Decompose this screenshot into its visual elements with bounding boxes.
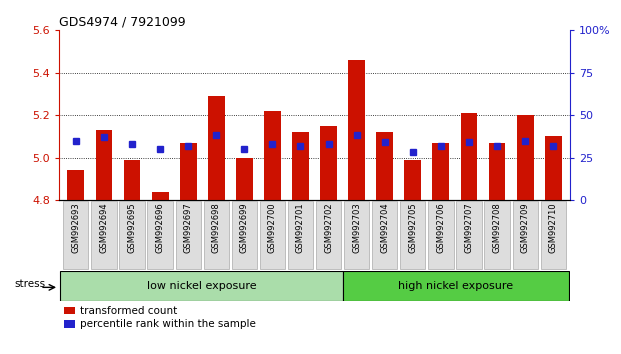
Bar xyxy=(343,271,569,301)
Text: GSM992702: GSM992702 xyxy=(324,202,333,253)
Bar xyxy=(376,132,393,200)
Text: GSM992696: GSM992696 xyxy=(156,202,165,253)
Bar xyxy=(236,158,253,200)
Bar xyxy=(428,201,453,269)
Bar xyxy=(60,271,343,301)
Bar xyxy=(372,201,397,269)
Bar xyxy=(91,201,117,269)
Bar xyxy=(204,201,229,269)
Bar xyxy=(512,201,538,269)
Text: GSM992700: GSM992700 xyxy=(268,202,277,253)
Text: GSM992697: GSM992697 xyxy=(184,202,193,253)
Text: GSM992710: GSM992710 xyxy=(549,202,558,253)
Text: GSM992699: GSM992699 xyxy=(240,202,249,253)
Text: GSM992695: GSM992695 xyxy=(127,202,137,253)
Bar xyxy=(404,160,421,200)
Bar xyxy=(152,192,168,200)
Bar xyxy=(68,170,84,200)
Text: GSM992703: GSM992703 xyxy=(352,202,361,253)
Bar xyxy=(545,136,561,200)
Bar xyxy=(316,201,341,269)
Bar xyxy=(288,201,313,269)
Text: GDS4974 / 7921099: GDS4974 / 7921099 xyxy=(59,16,186,29)
Text: GSM992693: GSM992693 xyxy=(71,202,80,253)
Bar xyxy=(320,126,337,200)
Bar xyxy=(96,130,112,200)
Text: high nickel exposure: high nickel exposure xyxy=(398,281,513,291)
Bar xyxy=(400,201,425,269)
Text: GSM992704: GSM992704 xyxy=(380,202,389,253)
Text: GSM992698: GSM992698 xyxy=(212,202,220,253)
Bar xyxy=(344,201,369,269)
Bar xyxy=(208,96,225,200)
Text: GSM992708: GSM992708 xyxy=(492,202,502,253)
Bar xyxy=(517,115,533,200)
Text: GSM992705: GSM992705 xyxy=(409,202,417,253)
Text: low nickel exposure: low nickel exposure xyxy=(147,281,256,291)
Bar xyxy=(489,143,505,200)
Bar xyxy=(432,143,450,200)
Bar xyxy=(260,201,285,269)
Bar xyxy=(264,111,281,200)
Bar xyxy=(179,143,197,200)
Bar xyxy=(348,60,365,200)
Text: stress: stress xyxy=(15,279,46,289)
Bar xyxy=(484,201,510,269)
Bar xyxy=(456,201,482,269)
Bar xyxy=(119,201,145,269)
Text: GSM992707: GSM992707 xyxy=(465,202,473,253)
Text: GSM992701: GSM992701 xyxy=(296,202,305,253)
Bar xyxy=(541,201,566,269)
Legend: transformed count, percentile rank within the sample: transformed count, percentile rank withi… xyxy=(64,306,256,329)
Text: GSM992706: GSM992706 xyxy=(437,202,445,253)
Bar xyxy=(63,201,88,269)
Bar xyxy=(147,201,173,269)
Text: GSM992694: GSM992694 xyxy=(99,202,109,253)
Bar xyxy=(232,201,257,269)
Bar xyxy=(292,132,309,200)
Bar xyxy=(124,160,140,200)
Text: GSM992709: GSM992709 xyxy=(520,202,530,253)
Bar xyxy=(176,201,201,269)
Bar xyxy=(461,113,478,200)
